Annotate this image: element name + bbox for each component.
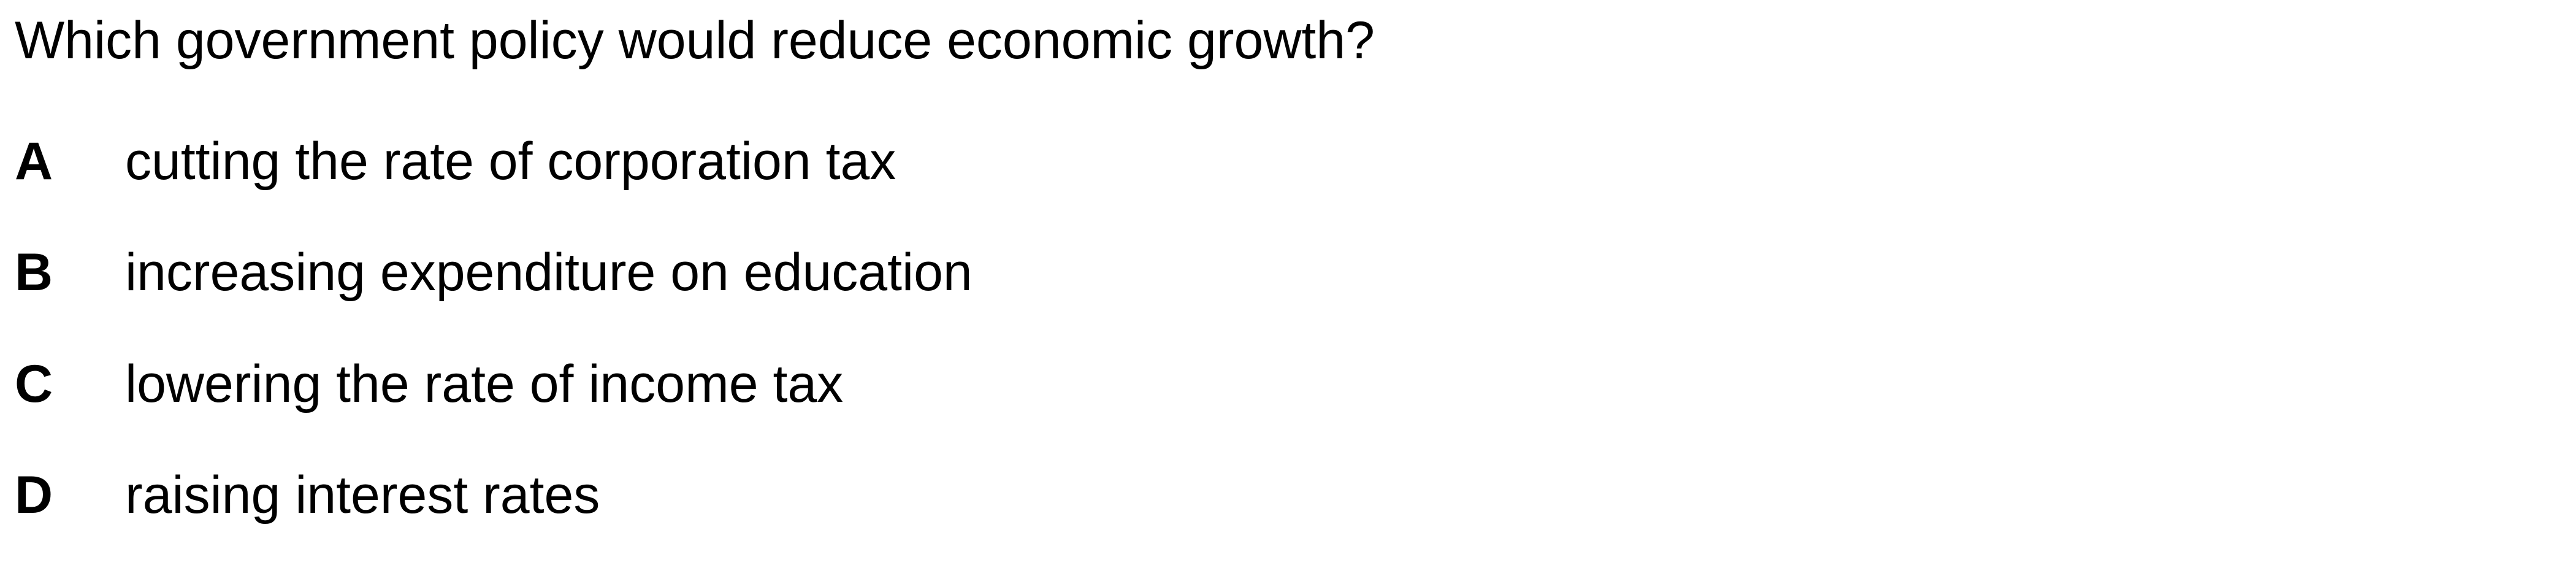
option-letter: A — [15, 132, 53, 191]
option-text: increasing expenditure on education — [125, 243, 973, 302]
question-stem: Which government policy would reduce eco… — [15, 11, 1375, 70]
option-letter: D — [15, 466, 53, 525]
option-letter: C — [15, 355, 53, 413]
option-text: raising interest rates — [125, 466, 600, 525]
option-letter: B — [15, 243, 53, 302]
option-text: cutting the rate of corporation tax — [125, 132, 896, 191]
option-text: lowering the rate of income tax — [125, 355, 844, 413]
